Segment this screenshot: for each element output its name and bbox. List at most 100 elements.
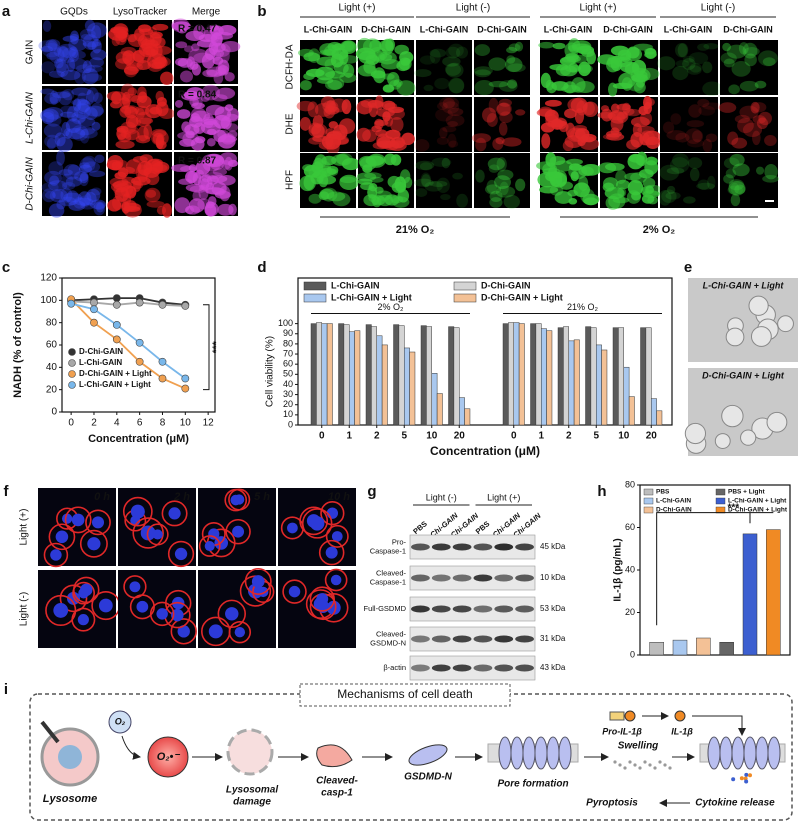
nucleus: [80, 583, 93, 597]
cell: [486, 113, 498, 127]
cell-membrane: [325, 524, 349, 548]
bar: [464, 408, 471, 426]
debris: [618, 763, 622, 767]
cell: [549, 155, 566, 166]
cell: [214, 190, 231, 199]
sample-header: D-Chi-GAIN: [361, 24, 411, 34]
cell: [190, 107, 207, 122]
cytokine: [731, 777, 736, 782]
blot-band: [431, 574, 451, 582]
cell: [74, 69, 86, 85]
bar: [656, 410, 663, 426]
cell-membrane: [198, 535, 221, 557]
row-label: GAIN: [25, 40, 36, 64]
cell: [212, 94, 228, 102]
cell: [564, 42, 579, 59]
cell: [643, 95, 652, 110]
micrograph: [416, 97, 472, 152]
cell: [77, 191, 92, 207]
significance: ***: [727, 502, 739, 513]
x-tick-label: 0: [319, 431, 325, 442]
cell: [702, 138, 713, 153]
cell: [670, 113, 682, 125]
cell: [734, 114, 751, 124]
nucleus: [204, 540, 215, 552]
protein-label: GSDMD-N: [370, 638, 406, 647]
cell: [56, 62, 69, 78]
legend-marker: [68, 381, 76, 389]
nucleus: [230, 494, 241, 506]
row-label: L-Chi-GAIN: [25, 91, 36, 143]
cell: [615, 179, 630, 190]
cell: [38, 40, 58, 52]
cell: [91, 39, 102, 54]
micrograph: [660, 40, 718, 95]
cell: [52, 190, 64, 200]
cell: [68, 46, 79, 59]
cell: [41, 111, 55, 125]
bar: [640, 327, 647, 426]
cytokine: [744, 779, 749, 784]
cell: [628, 154, 645, 163]
cell: [75, 126, 95, 136]
cell: [497, 169, 514, 181]
cell-membrane: [217, 599, 246, 629]
size-label: 45 kDa: [540, 542, 566, 551]
x-tick-label: 2: [566, 431, 572, 442]
cell: [296, 100, 315, 112]
cell: [56, 43, 77, 58]
cell: [666, 185, 676, 195]
cell-membrane: [309, 586, 335, 612]
sample-header: D-Chi-GAIN: [723, 24, 773, 34]
protein-label: β-actin: [383, 663, 406, 672]
cell: [474, 69, 491, 78]
cell: [61, 121, 71, 137]
cell: [189, 97, 199, 107]
y-tick-label: 50: [283, 369, 293, 379]
cell: [44, 191, 56, 200]
cell: [303, 52, 321, 62]
bar: [321, 323, 328, 426]
nucleus: [234, 626, 246, 638]
cell: [374, 95, 384, 111]
cell: [445, 46, 461, 59]
arrow: [692, 715, 746, 736]
blot-band: [473, 543, 493, 551]
y-tick-label: 100: [40, 295, 57, 306]
y-tick-label: 120: [40, 273, 57, 284]
cell: [447, 107, 464, 116]
cell: [750, 326, 772, 347]
cell: [645, 136, 661, 149]
y-tick-label: 20: [283, 399, 293, 409]
cell: [624, 63, 640, 75]
blot-band: [452, 543, 472, 551]
cell: [63, 164, 81, 180]
cell: [200, 93, 210, 102]
cell: [65, 118, 82, 133]
cell: [728, 84, 740, 95]
bar: [409, 351, 416, 426]
node-label: Pyroptosis: [586, 798, 638, 809]
cell: [206, 138, 216, 147]
cell: [121, 176, 135, 184]
bar: [420, 325, 427, 426]
cytokine: [744, 772, 749, 777]
bar: [404, 347, 410, 426]
blot-band: [431, 635, 451, 643]
cell: [219, 152, 237, 165]
cell: [127, 87, 138, 96]
cell: [60, 69, 81, 81]
cell: [329, 135, 350, 145]
cell: [202, 69, 218, 78]
cell: [221, 41, 241, 53]
nucleus: [61, 513, 73, 524]
micrograph: [474, 153, 530, 208]
cell: [658, 190, 672, 206]
cell: [192, 94, 203, 109]
cell: [662, 121, 675, 134]
cell: [731, 61, 751, 77]
legend-label: L-Chi-GAIN: [331, 280, 380, 290]
x-tick-label: 2: [91, 418, 97, 429]
cell: [123, 205, 141, 212]
blot-band: [473, 605, 493, 613]
